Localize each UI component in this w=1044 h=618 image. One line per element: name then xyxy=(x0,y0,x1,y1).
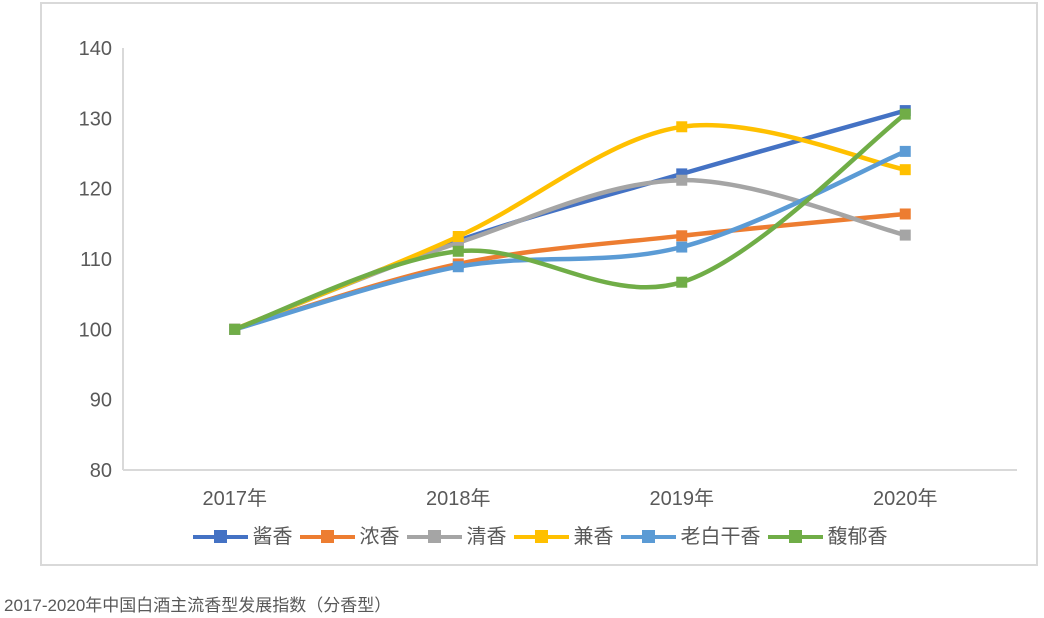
chart-legend: 酱香 浓香 清香 兼香 老白干香 馥郁香 xyxy=(40,521,1040,553)
legend-item-老白干香: 老白干香 xyxy=(620,526,761,548)
y-axis-tick-label: 130 xyxy=(79,108,112,130)
series-marker-兼香 xyxy=(676,121,688,133)
legend-marker-square xyxy=(320,530,334,544)
series-marker-兼香 xyxy=(899,164,911,176)
y-axis-tick-label: 100 xyxy=(79,319,112,341)
legend-label: 馥郁香 xyxy=(827,526,888,548)
line-chart-plot: 80 90 100 110 120 130 140 2017年 2018年 2019年 2020年 xyxy=(79,38,1017,510)
series-line-老白干香 xyxy=(232,149,908,332)
legend-line-sample xyxy=(299,530,355,544)
legend-line-sample xyxy=(513,530,569,544)
legend-line-sample xyxy=(620,530,676,544)
series-marker-馥郁香 xyxy=(452,245,464,257)
legend-label: 浓香 xyxy=(359,526,400,548)
series-marker-馥郁香 xyxy=(676,276,688,288)
series-line-馥郁香 xyxy=(232,111,908,332)
series-marker-浓香 xyxy=(676,230,688,242)
series-marker-老白干香 xyxy=(899,145,911,157)
legend-marker-square xyxy=(788,530,802,544)
legend-marker-square xyxy=(427,530,441,544)
series-marker-馥郁香 xyxy=(229,323,241,335)
x-axis-tick-label: 2020年 xyxy=(873,487,938,510)
legend-marker-square xyxy=(641,530,655,544)
x-axis-tick-label: 2017年 xyxy=(203,487,268,510)
y-axis-tick-label: 110 xyxy=(80,249,112,271)
legend-item-馥郁香: 馥郁香 xyxy=(767,526,888,548)
legend-marker-square xyxy=(213,530,227,544)
legend-line-sample xyxy=(406,530,462,544)
x-axis-tick-label: 2019年 xyxy=(650,487,715,510)
legend-item-酱香: 酱香 xyxy=(192,526,293,548)
y-axis-tick-label: 80 xyxy=(90,460,112,482)
legend-label: 老白干香 xyxy=(680,526,761,548)
legend-line-sample xyxy=(192,530,248,544)
legend-item-清香: 清香 xyxy=(406,526,507,548)
series-marker-酱香 xyxy=(676,168,688,180)
y-axis-tick-label: 120 xyxy=(79,179,112,201)
legend-marker-square xyxy=(534,530,548,544)
series-marker-清香 xyxy=(899,229,911,241)
series-marker-馥郁香 xyxy=(899,108,911,120)
legend-item-兼香: 兼香 xyxy=(513,526,614,548)
chart-frame xyxy=(40,2,1038,566)
series-marker-老白干香 xyxy=(452,261,464,273)
series-marker-兼香 xyxy=(452,230,464,242)
series-marker-浓香 xyxy=(899,208,911,220)
legend-label: 清香 xyxy=(466,526,507,548)
y-axis-tick-label: 90 xyxy=(90,390,112,412)
series-marker-清香 xyxy=(676,174,688,186)
y-axis-tick-label: 140 xyxy=(79,38,112,60)
legend-line-sample xyxy=(767,530,823,544)
legend-label: 酱香 xyxy=(252,526,293,548)
series-marker-老白干香 xyxy=(676,241,688,253)
series-marker-清香 xyxy=(452,237,464,249)
chart-caption: 2017-2020年中国白酒主流香型发展指数（分香型） xyxy=(4,596,392,615)
legend-label: 兼香 xyxy=(573,526,614,548)
legend-item-浓香: 浓香 xyxy=(299,526,400,548)
x-axis-tick-label: 2018年 xyxy=(426,487,491,510)
